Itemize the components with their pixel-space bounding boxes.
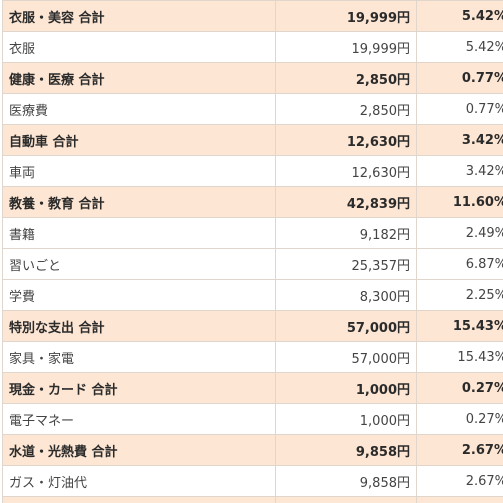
percent-cell: 15.43% [416,341,503,373]
category-total-label: 現金・カード 合計 [2,372,276,404]
percent-cell: 0.77% [416,93,503,125]
percent-cell: 3.42% [416,155,503,187]
category-item-label: 衣服 [2,31,276,63]
amount-cell: 42,839円 [275,186,417,218]
percent-cell: 5.42% [416,0,503,32]
percent-cell: 0.27% [416,372,503,404]
percent-cell: 5.42% [416,31,503,63]
percent-cell: 2.67% [416,434,503,466]
amount-cell: 8,300円 [275,279,417,311]
category-item-label: 書籍 [2,217,276,249]
category-item-row: 衣服 19,999円 5.42% [2,31,503,63]
category-total-row: 特別な支出 合計 57,000円 15.43% [2,310,503,342]
category-total-row: 健康・医療 合計 2,850円 0.77% [2,62,503,94]
category-item-label: 医療費 [2,93,276,125]
category-item-row: ガス・灯油代 9,858円 2.67% [2,465,503,497]
amount-cell: 1,000円 [275,403,417,435]
category-item-row: 学費 8,300円 2.25% [2,279,503,311]
category-item-row: 家具・家電 57,000円 15.43% [2,341,503,373]
percent-cell: 11.60% [416,186,503,218]
category-total-label: 水道・光熱費 合計 [2,434,276,466]
percent-cell: 0.27% [416,403,503,435]
percent-cell: 2.49% [416,217,503,249]
empty-cell [416,496,503,503]
amount-cell: 12,630円 [275,155,417,187]
category-item-label: ガス・灯油代 [2,465,276,497]
category-item-row: 電子マネー 1,000円 0.27% [2,403,503,435]
amount-cell: 1,000円 [275,372,417,404]
category-item-row: 書籍 9,182円 2.49% [2,217,503,249]
percent-cell: 15.43% [416,310,503,342]
amount-cell: 25,357円 [275,248,417,280]
category-item-row: 習いごと 25,357円 6.87% [2,248,503,280]
category-total-row: 教養・教育 合計 42,839円 11.60% [2,186,503,218]
category-total-label: 健康・医療 合計 [2,62,276,94]
percent-cell: 3.42% [416,124,503,156]
category-item-label: 車両 [2,155,276,187]
category-item-label: 習いごと [2,248,276,280]
amount-cell: 57,000円 [275,310,417,342]
empty-cell [2,496,276,503]
category-total-label: 特別な支出 合計 [2,310,276,342]
amount-cell: 19,999円 [275,31,417,63]
amount-cell: 2,850円 [275,62,417,94]
category-item-label: 電子マネー [2,403,276,435]
category-total-row: 衣服・美容 合計 19,999円 5.42% [2,0,503,32]
category-total-label: 衣服・美容 合計 [2,0,276,32]
category-item-label: 学費 [2,279,276,311]
category-item-row: 医療費 2,850円 0.77% [2,93,503,125]
amount-cell: 9,858円 [275,434,417,466]
category-total-row: 水道・光熱費 合計 9,858円 2.67% [2,434,503,466]
amount-cell: 57,000円 [275,341,417,373]
percent-cell: 2.25% [416,279,503,311]
next-row-partial [2,496,503,503]
percent-cell: 0.77% [416,62,503,94]
amount-cell: 9,858円 [275,465,417,497]
percent-cell: 6.87% [416,248,503,280]
category-total-label: 教養・教育 合計 [2,186,276,218]
percent-cell: 2.67% [416,465,503,497]
category-total-row: 現金・カード 合計 1,000円 0.27% [2,372,503,404]
category-total-label: 自動車 合計 [2,124,276,156]
amount-cell: 12,630円 [275,124,417,156]
category-total-row: 自動車 合計 12,630円 3.42% [2,124,503,156]
amount-cell: 19,999円 [275,0,417,32]
amount-cell: 2,850円 [275,93,417,125]
category-item-row: 車両 12,630円 3.42% [2,155,503,187]
category-item-label: 家具・家電 [2,341,276,373]
empty-cell [275,496,417,503]
amount-cell: 9,182円 [275,217,417,249]
